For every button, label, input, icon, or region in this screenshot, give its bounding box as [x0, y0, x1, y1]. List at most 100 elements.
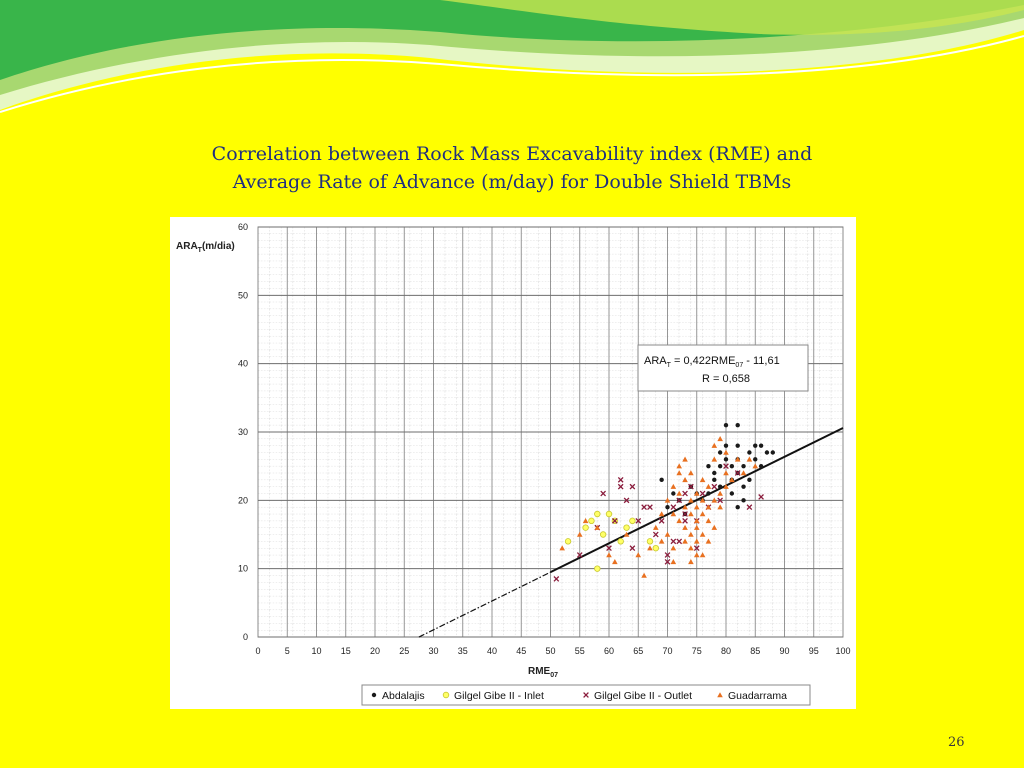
equation-ara-sub: T: [667, 362, 672, 369]
point-abdalajis: [735, 422, 740, 428]
wave-white-line: [0, 35, 1024, 113]
point-gilgel-gibe-ii-outlet: [676, 538, 683, 545]
point-guadarrama: [711, 456, 718, 462]
point-gilgel-gibe-ii-inlet: [582, 524, 589, 531]
y-tick-label: 0: [243, 632, 248, 642]
point-guadarrama: [705, 504, 712, 510]
point-abdalajis: [665, 504, 670, 510]
x-tick-label: 100: [835, 646, 850, 656]
point-guadarrama: [653, 524, 659, 530]
point-abdalajis: [747, 477, 752, 483]
point-guadarrama: [670, 511, 677, 517]
slide-title-line-1: Correlation between Rock Mass Excavabili…: [211, 143, 813, 165]
point-guadarrama: [664, 531, 671, 537]
point-guadarrama: [699, 531, 706, 537]
point-guadarrama: [711, 497, 718, 503]
y-tick-label: 20: [238, 495, 248, 505]
y-axis-label-sub: T: [198, 247, 203, 254]
point-guadarrama: [676, 490, 682, 496]
point-guadarrama: [688, 545, 694, 551]
point-gilgel-gibe-ii-outlet: [553, 576, 560, 582]
equation-box: ARAT = 0,422RME07 - 11,61 R = 0,658: [637, 344, 809, 392]
point-gilgel-gibe-ii-outlet: [699, 490, 706, 497]
point-gilgel-gibe-ii-inlet: [646, 538, 654, 545]
x-tick-label: 50: [545, 646, 555, 656]
equation-line-2: R = 0,658: [702, 373, 750, 385]
point-abdalajis: [706, 463, 711, 469]
point-guadarrama: [693, 524, 700, 530]
point-abdalajis: [753, 443, 758, 448]
y-tick-labels: 0 10 20 30 40 50 60: [238, 222, 248, 642]
legend-items: Abdalajis Gilgel Gibe II - Inlet Gilgel Gi…: [371, 690, 787, 702]
y-tick-label: 30: [238, 427, 248, 437]
y-tick-label: 10: [238, 564, 248, 574]
point-gilgel-gibe-ii-inlet: [594, 510, 601, 518]
point-abdalajis: [741, 498, 746, 503]
x-axis-label: RME07: [528, 666, 558, 679]
regression-line-group: [418, 427, 844, 638]
point-gilgel-gibe-ii-inlet: [652, 544, 659, 552]
point-gilgel-gibe-ii-outlet: [647, 504, 653, 511]
legend-marker-gilgel-gibe-ii-inlet: [442, 691, 450, 699]
point-guadarrama: [723, 470, 729, 476]
point-abdalajis: [741, 463, 746, 469]
point-gilgel-gibe-ii-inlet: [605, 510, 613, 518]
regression-line-dashed: [418, 571, 551, 638]
point-abdalajis: [723, 443, 729, 448]
point-guadarrama: [647, 545, 653, 551]
point-guadarrama: [729, 477, 735, 483]
x-tick-label: 60: [604, 646, 614, 656]
point-guadarrama: [606, 552, 612, 558]
point-gilgel-gibe-ii-outlet: [641, 504, 647, 511]
point-gilgel-gibe-ii-inlet: [599, 531, 607, 538]
x-axis-label-main: RME: [528, 666, 551, 677]
x-tick-label: 40: [487, 646, 497, 656]
point-abdalajis: [717, 463, 723, 469]
point-guadarrama: [705, 538, 712, 544]
point-guadarrama: [682, 524, 688, 530]
x-tick-label: 25: [399, 646, 409, 656]
point-abdalajis: [729, 463, 735, 469]
point-gilgel-gibe-ii-outlet: [746, 504, 753, 511]
point-abdalajis: [723, 457, 729, 462]
point-abdalajis: [712, 470, 717, 476]
point-guadarrama: [676, 518, 682, 524]
point-guadarrama: [746, 456, 753, 462]
point-guadarrama: [723, 483, 729, 489]
slide-title: Correlation between Rock Mass Excavabili…: [0, 140, 1024, 196]
point-guadarrama: [635, 552, 642, 558]
point-gilgel-gibe-ii-outlet: [682, 517, 688, 524]
point-guadarrama: [752, 463, 759, 469]
point-guadarrama: [717, 504, 723, 510]
point-guadarrama: [699, 497, 706, 503]
point-guadarrama: [670, 483, 677, 489]
point-gilgel-gibe-ii-outlet: [670, 538, 677, 545]
point-gilgel-gibe-ii-inlet: [629, 517, 636, 525]
point-guadarrama: [693, 538, 700, 544]
point-guadarrama: [559, 545, 565, 551]
point-gilgel-gibe-ii-outlet: [717, 497, 724, 504]
point-gilgel-gibe-ii-outlet: [623, 497, 630, 504]
point-gilgel-gibe-ii-outlet: [658, 517, 665, 524]
point-guadarrama: [676, 470, 682, 476]
point-abdalajis: [770, 450, 775, 455]
x-tick-label: 45: [516, 646, 526, 656]
point-guadarrama: [705, 518, 712, 524]
equation-rme-sub: 07: [735, 362, 743, 369]
point-guadarrama: [723, 449, 729, 455]
scatter-chart: 0 5 10 15 20 25 30 35 40 45 50 55 60 65 70 75 80 85 90 95 10…: [176, 222, 851, 706]
point-guadarrama: [711, 442, 718, 448]
point-gilgel-gibe-ii-outlet: [652, 531, 659, 538]
legend-marker-guadarrama: [717, 692, 723, 698]
point-gilgel-gibe-ii-outlet: [576, 552, 583, 558]
legend-label-gilgel-gibe-ii-outlet: Gilgel Gibe II - Outlet: [594, 690, 692, 702]
point-gilgel-gibe-ii-outlet: [693, 545, 700, 552]
point-guadarrama: [693, 504, 700, 510]
point-gilgel-gibe-ii-outlet: [734, 470, 741, 476]
point-guadarrama: [582, 518, 589, 524]
x-tick-label: 95: [809, 646, 819, 656]
page-number: 26: [948, 735, 965, 750]
point-guadarrama: [641, 572, 647, 578]
x-tick-labels: 0 5 10 15 20 25 30 35 40 45 50 55 60 65 70 75 80 85 90 95 10…: [255, 646, 850, 656]
equation-mid: = 0,422RME: [671, 355, 736, 367]
